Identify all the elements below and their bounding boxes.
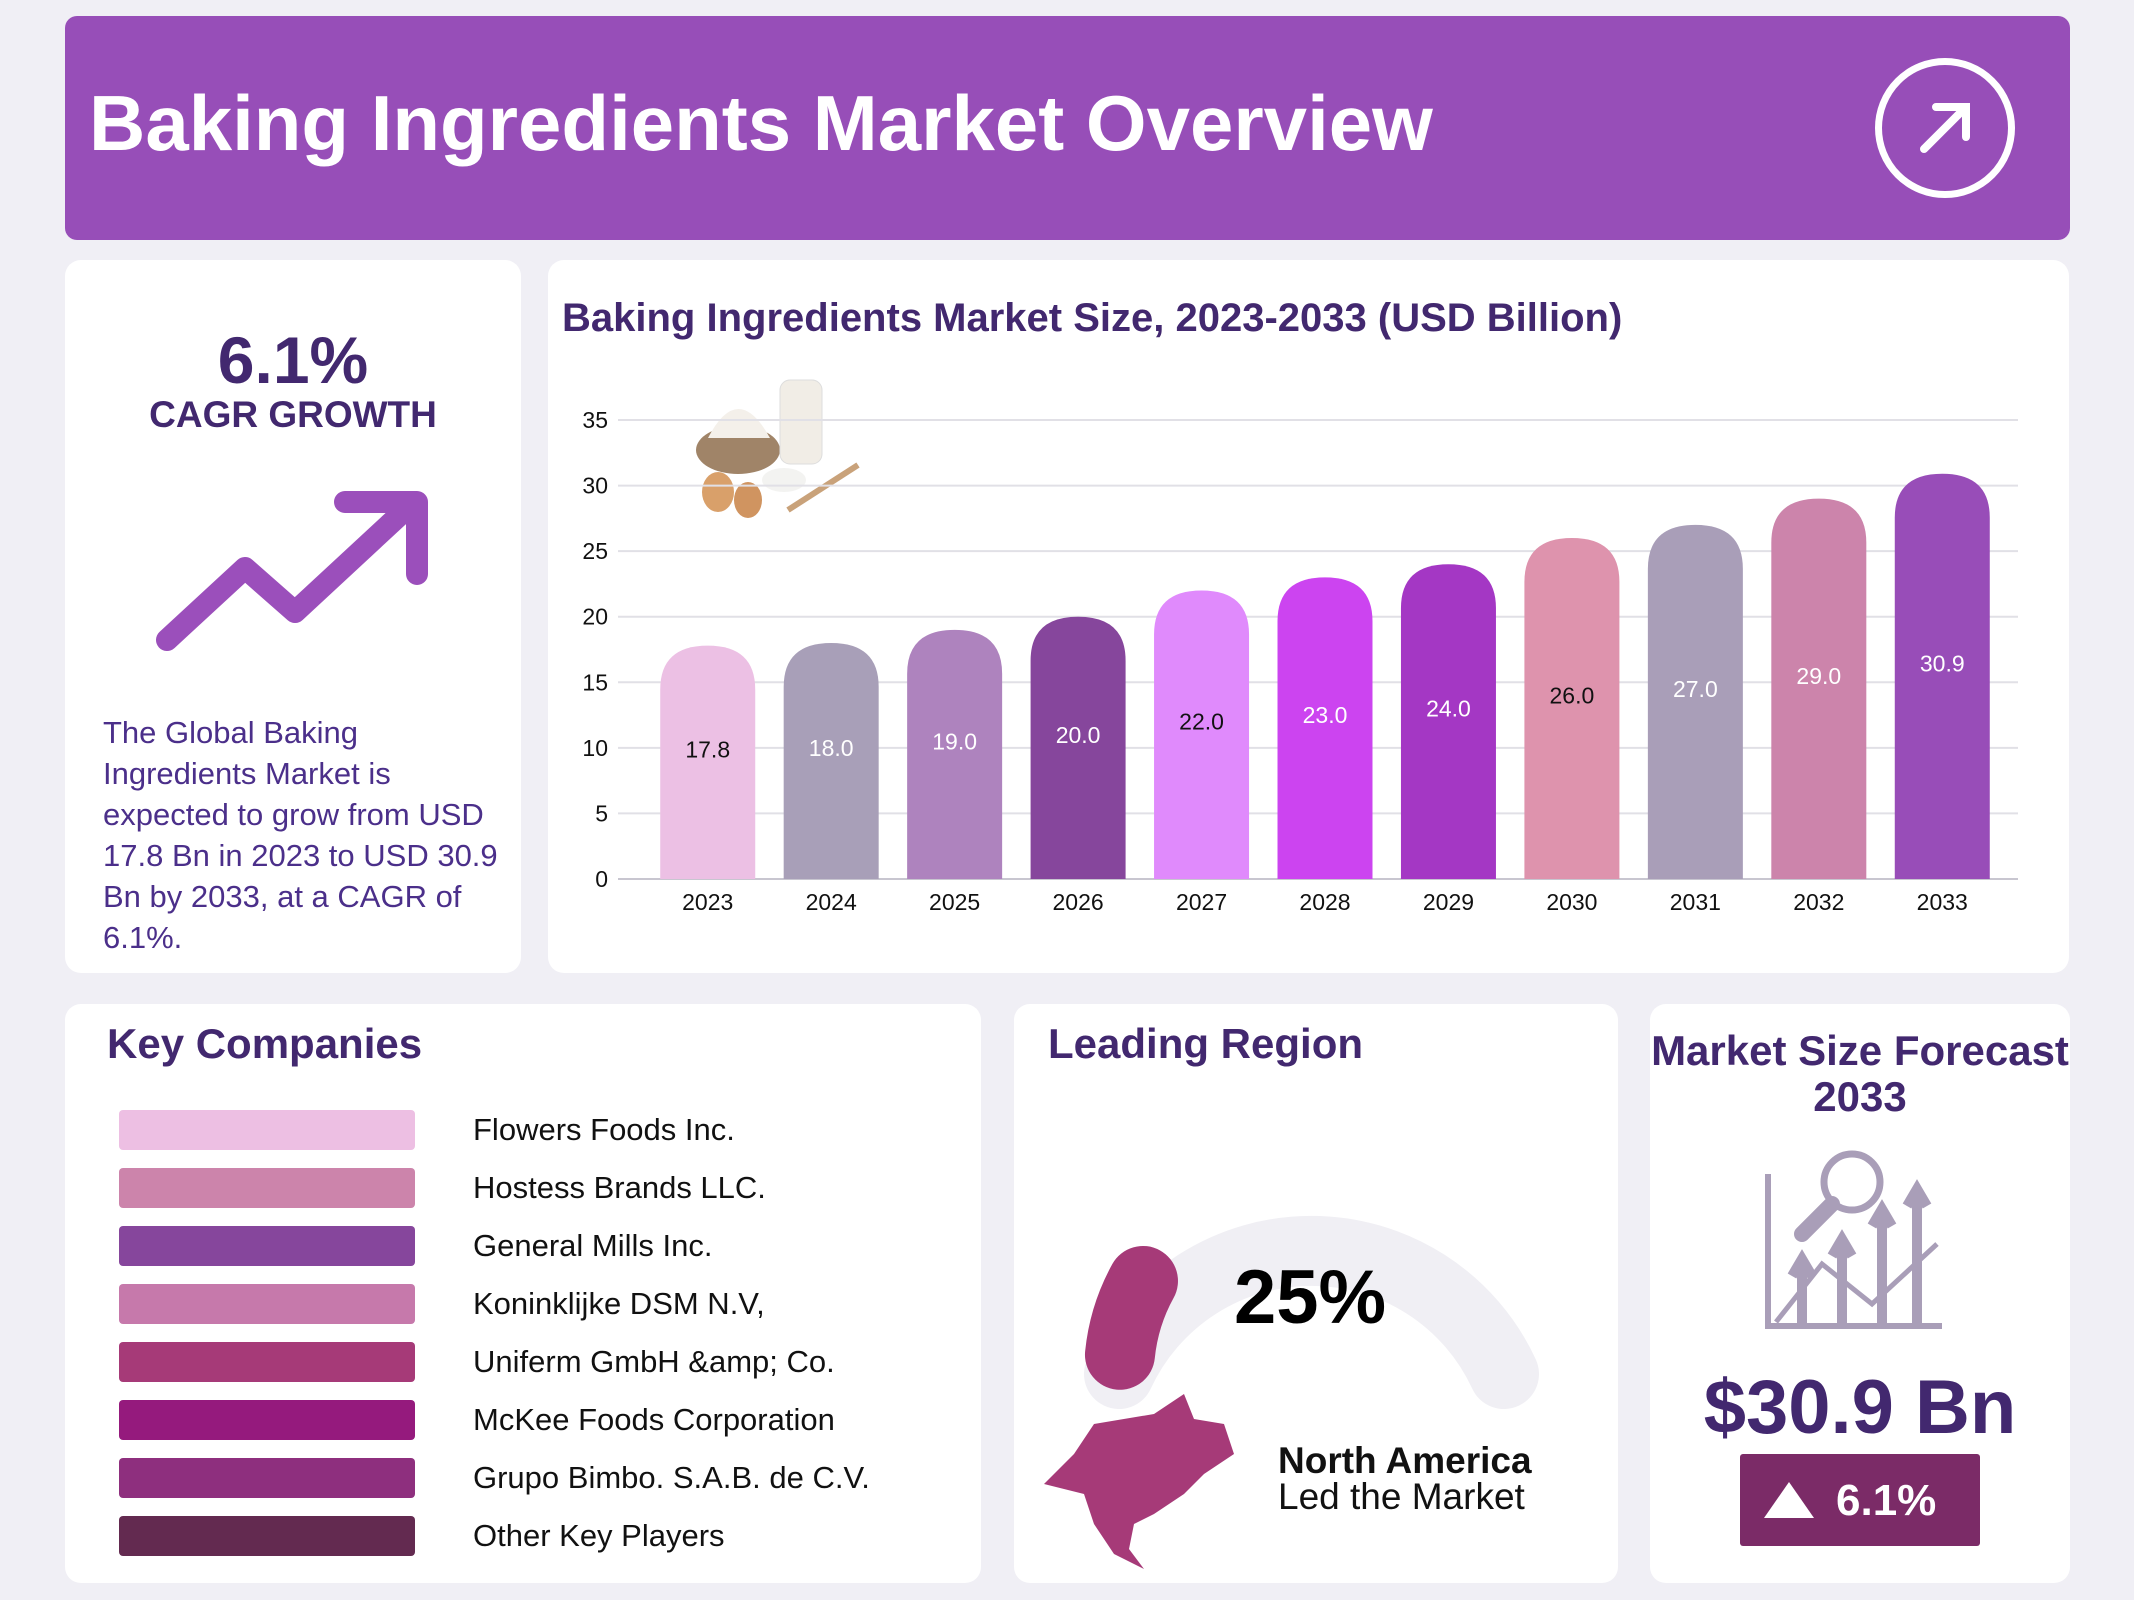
forecast-title: Market Size Forecast 2033 (1651, 1027, 2069, 1120)
company-name: Other Key Players (473, 1518, 725, 1553)
company-item: Other Key Players (119, 1516, 919, 1556)
y-tick-label: 30 (582, 473, 608, 499)
company-item: McKee Foods Corporation (119, 1400, 919, 1440)
company-name: Hostess Brands LLC. (473, 1170, 766, 1205)
triangle-up-icon (1764, 1482, 1814, 1518)
page-title: Baking Ingredients Market Overview (89, 79, 1433, 167)
y-tick-label: 20 (582, 604, 608, 630)
x-tick-label: 2033 (1917, 889, 1968, 915)
growth-value: 6.1% (1836, 1476, 1937, 1525)
cagr-value: 6.1% (217, 323, 369, 397)
region-name: North America (1278, 1440, 1532, 1481)
x-tick-label: 2023 (682, 889, 733, 915)
key-companies-card: Key Companies Flowers Foods Inc. Hostess … (65, 1004, 981, 1583)
company-item: Grupo Bimbo. S.A.B. de C.V. (119, 1458, 919, 1498)
bar-2023 (660, 645, 756, 879)
company-name: General Mills Inc. (473, 1228, 713, 1263)
company-name: Uniferm GmbH &amp; Co. (473, 1344, 835, 1379)
leading-region-card: Leading Region 25% North America Led the… (1014, 1004, 1618, 1583)
region-subtitle: Led the Market (1278, 1476, 1525, 1517)
bar-value-label: 23.0 (1303, 702, 1348, 728)
bar-2028 (1277, 577, 1373, 879)
key-companies-title: Key Companies (107, 1020, 423, 1067)
y-tick-label: 0 (595, 866, 608, 892)
bar-value-label: 24.0 (1426, 696, 1471, 722)
bar-value-label: 17.8 (685, 736, 730, 762)
y-tick-label: 25 (582, 538, 608, 564)
company-color-bar (119, 1400, 415, 1440)
x-tick-label: 2032 (1793, 889, 1844, 915)
company-name: Grupo Bimbo. S.A.B. de C.V. (473, 1460, 870, 1495)
bar-2027 (1154, 590, 1250, 879)
bar-value-label: 19.0 (932, 728, 977, 754)
company-item: Koninklijke DSM N.V, (119, 1284, 919, 1324)
company-item: Hostess Brands LLC. (119, 1168, 919, 1208)
bar-2033 (1894, 473, 1990, 879)
company-name: Flowers Foods Inc. (473, 1112, 735, 1147)
company-color-bar (119, 1342, 415, 1382)
company-item: Flowers Foods Inc. (119, 1110, 919, 1150)
bar-2026 (1030, 616, 1126, 879)
bar-2030 (1524, 538, 1620, 879)
bar-2024 (783, 642, 879, 879)
x-tick-label: 2026 (1053, 889, 1104, 915)
company-color-bar (119, 1516, 415, 1556)
bar-value-label: 18.0 (809, 735, 854, 761)
company-color-bar (119, 1110, 415, 1150)
market-description: The Global Baking Ingredients Market is … (103, 715, 498, 955)
arrow-up-right-circle-icon[interactable] (1875, 58, 2015, 198)
bar-2025 (907, 629, 1003, 879)
bar-value-label: 27.0 (1673, 676, 1718, 702)
company-color-bar (119, 1168, 415, 1208)
y-tick-label: 10 (582, 735, 608, 761)
company-color-bar (119, 1226, 415, 1266)
bar-2032 (1771, 498, 1867, 879)
company-name: Koninklijke DSM N.V, (473, 1286, 765, 1321)
x-tick-label: 2027 (1176, 889, 1227, 915)
x-tick-label: 2031 (1670, 889, 1721, 915)
bar-value-label: 20.0 (1056, 722, 1101, 748)
cagr-label: CAGR GROWTH (149, 394, 437, 435)
forecast-card: Market Size Forecast 2033 $30.9 Bn 6.1% (1650, 1004, 2070, 1583)
cagr-card: 6.1% CAGR GROWTH The Global Baking Ingre… (65, 260, 521, 973)
x-tick-label: 2028 (1299, 889, 1350, 915)
bar-value-label: 22.0 (1179, 709, 1224, 735)
y-tick-label: 5 (595, 800, 608, 826)
company-name: McKee Foods Corporation (473, 1402, 835, 1437)
bar-2031 (1647, 524, 1743, 879)
chart-card: Baking Ingredients Market Size, 2023-203… (548, 260, 2069, 973)
gauge-fill (1084, 1245, 1178, 1390)
leading-region-title: Leading Region (1048, 1020, 1363, 1067)
company-item: Uniferm GmbH &amp; Co. (119, 1342, 919, 1382)
x-tick-label: 2025 (929, 889, 980, 915)
bar-value-label: 26.0 (1550, 683, 1595, 709)
market-analysis-icon (1765, 1150, 1942, 1329)
bar-value-label: 29.0 (1796, 663, 1841, 689)
y-tick-label: 15 (582, 669, 608, 695)
company-color-bar (119, 1458, 415, 1498)
region-share: 25% (1234, 1255, 1387, 1340)
x-tick-label: 2030 (1546, 889, 1597, 915)
bar-2029 (1400, 564, 1496, 879)
company-item: General Mills Inc. (119, 1226, 919, 1266)
region-share-gauge (1084, 1215, 1539, 1409)
y-tick-label: 35 (582, 407, 608, 433)
chart-title: Baking Ingredients Market Size, 2023-203… (562, 296, 1623, 340)
forecast-value: $30.9 Bn (1703, 1365, 2017, 1450)
ingredients-image (696, 379, 860, 518)
bar-value-label: 30.9 (1920, 650, 1965, 676)
x-tick-label: 2029 (1423, 889, 1474, 915)
growth-badge: 6.1% (1740, 1454, 1980, 1546)
trend-up-arrow-icon (156, 491, 428, 651)
company-color-bar (119, 1284, 415, 1324)
north-america-map-icon (1044, 1394, 1234, 1569)
x-tick-label: 2024 (806, 889, 857, 915)
header-banner: Baking Ingredients Market Overview (65, 16, 2070, 240)
